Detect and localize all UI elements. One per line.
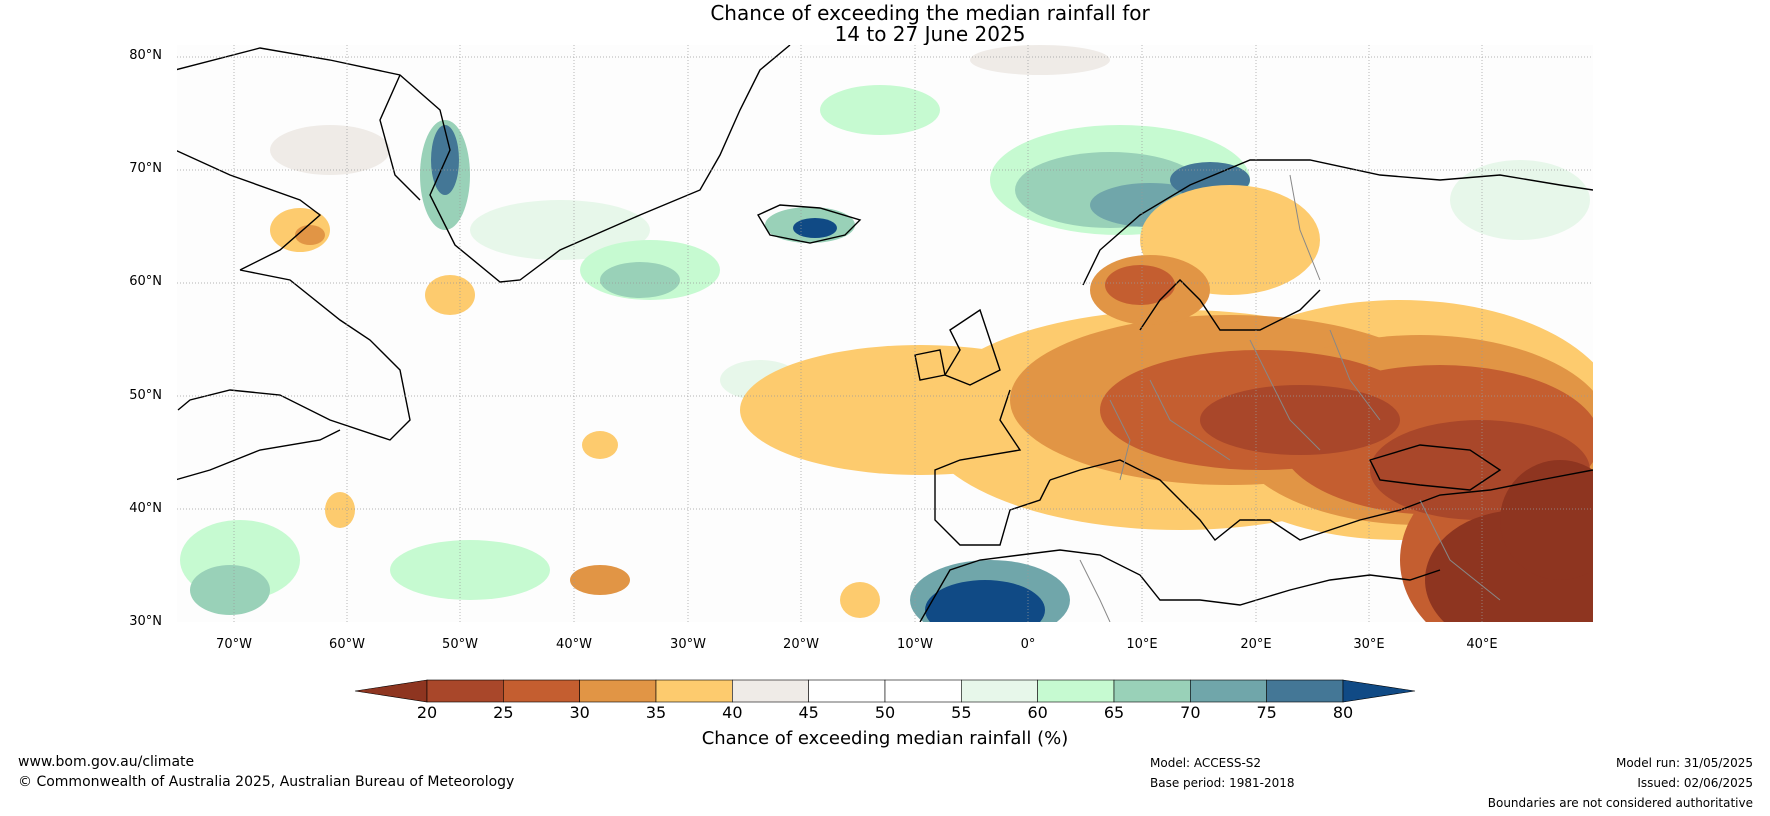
colorbar-cell — [961, 679, 1038, 703]
colorbar-cell — [808, 679, 886, 703]
footer-base-period: Base period: 1981-2018 — [1150, 776, 1295, 790]
probability-field — [180, 45, 1593, 622]
lat-label-30n: 30°N — [129, 614, 162, 629]
footer-model-run: Model run: 31/05/2025 — [1615, 756, 1753, 770]
lat-label-60n: 60°N — [129, 274, 162, 289]
country-borders — [1079, 174, 1501, 622]
lon-label-30e: 30°E — [1353, 637, 1385, 652]
colorbar-tick-label: 25 — [493, 703, 514, 722]
lon-label-40e: 40°E — [1466, 637, 1498, 652]
colorbar-cell — [1113, 679, 1191, 703]
lon-label-70w: 70°W — [216, 637, 252, 652]
coastlines — [177, 45, 1593, 622]
footer-model: Model: ACCESS-S2 — [1150, 756, 1262, 770]
colorbar-tick-label: 65 — [1103, 703, 1125, 722]
colorbar-tick-label: 80 — [1332, 703, 1354, 722]
colorbar-tick-label: 75 — [1256, 703, 1277, 722]
colorbar-extend-low — [354, 679, 428, 703]
lon-label-40w: 40°W — [556, 637, 592, 652]
colorbar-cell — [884, 679, 962, 703]
colorbar-cell — [1037, 679, 1115, 703]
lon-label-50w: 50°W — [442, 637, 478, 652]
lon-label-20w: 20°W — [783, 637, 819, 652]
lon-label-30w: 30°W — [670, 637, 706, 652]
footer-disclaimer: Boundaries are not considered authoritat… — [1487, 796, 1753, 810]
lon-label-10w: 10°W — [897, 637, 933, 652]
footer-copyright: © Commonwealth of Australia 2025, Austra… — [18, 774, 515, 790]
colorbar-tick-label: 40 — [722, 703, 743, 722]
colorbar-cell — [426, 679, 504, 703]
colorbar-cell — [1266, 679, 1344, 703]
lat-label-50n: 50°N — [129, 388, 162, 403]
lon-label-0: 0° — [1020, 637, 1036, 652]
lon-label-60w: 60°W — [329, 637, 365, 652]
colorbar-tick-label: 55 — [951, 703, 972, 722]
map-title-line-2: 14 to 27 June 2025 — [834, 22, 1026, 46]
colorbar-tick-label: 30 — [569, 703, 590, 722]
lat-label-80n: 80°N — [129, 48, 162, 63]
footer-issued: Issued: 02/06/2025 — [1637, 776, 1753, 790]
colorbar-tick-label: 45 — [798, 703, 819, 722]
colorbar-label: Chance of exceeding median rainfall (%) — [701, 728, 1069, 749]
lon-label-20e: 20°E — [1240, 637, 1272, 652]
colorbar-cell — [503, 679, 580, 703]
colorbar-tick-label: 50 — [874, 703, 896, 722]
colorbar-cell — [732, 679, 809, 703]
footer-website: www.bom.gov.au/climate — [18, 754, 195, 770]
colorbar-tick-label: 20 — [416, 703, 438, 722]
colorbar-extend-high — [1342, 679, 1416, 703]
colorbar-tick-label: 70 — [1180, 703, 1201, 722]
colorbar-cell — [579, 679, 657, 703]
graticule — [177, 45, 1593, 622]
colorbar-tick-label: 60 — [1027, 703, 1048, 722]
colorbar-cell — [1190, 679, 1267, 703]
colorbar-tick-label: 35 — [645, 703, 667, 722]
lat-label-70n: 70°N — [129, 161, 162, 176]
map-title-line-1: Chance of exceeding the median rainfall … — [710, 1, 1150, 25]
lat-label-40n: 40°N — [129, 501, 162, 516]
lon-label-10e: 10°E — [1126, 637, 1158, 652]
colorbar-cell — [655, 679, 733, 703]
